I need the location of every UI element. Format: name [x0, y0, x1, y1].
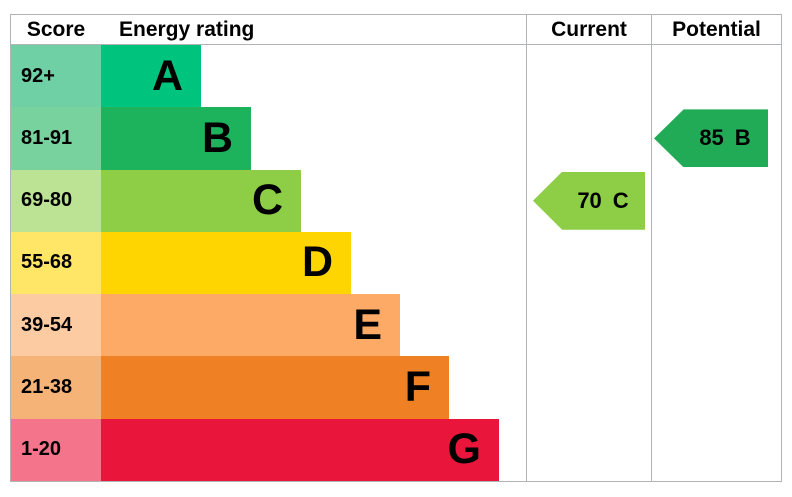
- potential-cell: [651, 45, 781, 108]
- potential-cell: [651, 294, 781, 357]
- band-bar: A: [101, 45, 201, 108]
- band-bar-track: A: [101, 45, 526, 108]
- current-cell: 70 C: [526, 169, 651, 232]
- band-bar: F: [101, 356, 449, 419]
- band-score-label: 81-91: [11, 107, 101, 170]
- band-bar-track: C: [101, 169, 526, 232]
- band-row-g: 1-20 G: [11, 418, 781, 481]
- band-letter: C: [251, 176, 283, 225]
- header-row: Score Energy rating Current Potential: [11, 15, 781, 45]
- band-row-f: 21-38 F: [11, 356, 781, 419]
- potential-cell: [651, 169, 781, 232]
- band-score-label: 21-38: [11, 356, 101, 419]
- current-cell: [526, 45, 651, 108]
- potential-rating-band: B: [734, 125, 751, 151]
- band-score-label: 69-80: [11, 169, 101, 232]
- potential-cell: [651, 231, 781, 295]
- current-header: Current: [526, 15, 651, 44]
- band-letter: D: [301, 238, 333, 287]
- band-bar-track: B: [101, 107, 526, 170]
- current-rating-arrow: 70 C: [533, 171, 645, 230]
- band-row-c: 69-80 C 70 C: [11, 169, 781, 232]
- score-header: Score: [26, 18, 86, 41]
- current-cell: [526, 294, 651, 357]
- band-bar-track: E: [101, 294, 526, 357]
- band-row-a: 92+ A: [11, 45, 781, 108]
- current-rating-band: C: [612, 187, 629, 213]
- band-bar: C: [101, 169, 301, 232]
- potential-cell: 85 B: [651, 107, 781, 170]
- band-score-label: 39-54: [11, 294, 101, 357]
- band-letter: B: [201, 113, 233, 162]
- band-score-label: 55-68: [11, 231, 101, 295]
- band-row-e: 39-54 E: [11, 294, 781, 357]
- band-score-label: 92+: [11, 45, 101, 108]
- band-letter: A: [151, 51, 183, 100]
- potential-cell: [651, 418, 781, 481]
- band-bar: D: [101, 231, 351, 295]
- current-cell: [526, 356, 651, 419]
- band-bar: G: [101, 418, 499, 481]
- energy-rating-header: Energy rating: [119, 18, 255, 41]
- band-bar: B: [101, 107, 251, 170]
- potential-rating-value: 85: [699, 125, 724, 151]
- band-bar-track: D: [101, 231, 526, 295]
- epc-table: Score Energy rating Current Potential 92…: [10, 14, 782, 482]
- band-bar-track: F: [101, 356, 526, 419]
- band-row-d: 55-68 D: [11, 231, 781, 295]
- band-row-b: 81-91 B 85 B: [11, 107, 781, 170]
- current-cell: [526, 107, 651, 170]
- band-letter: G: [447, 425, 481, 474]
- current-cell: [526, 231, 651, 295]
- current-cell: [526, 418, 651, 481]
- band-score-label: 1-20: [11, 418, 101, 481]
- potential-cell: [651, 356, 781, 419]
- band-bar-track: G: [101, 418, 526, 481]
- band-letter: E: [353, 300, 382, 349]
- band-letter: F: [404, 363, 431, 412]
- potential-header: Potential: [651, 15, 781, 44]
- current-rating-value: 70: [577, 187, 602, 213]
- band-bar: E: [101, 294, 400, 357]
- potential-rating-arrow: 85 B: [654, 109, 768, 168]
